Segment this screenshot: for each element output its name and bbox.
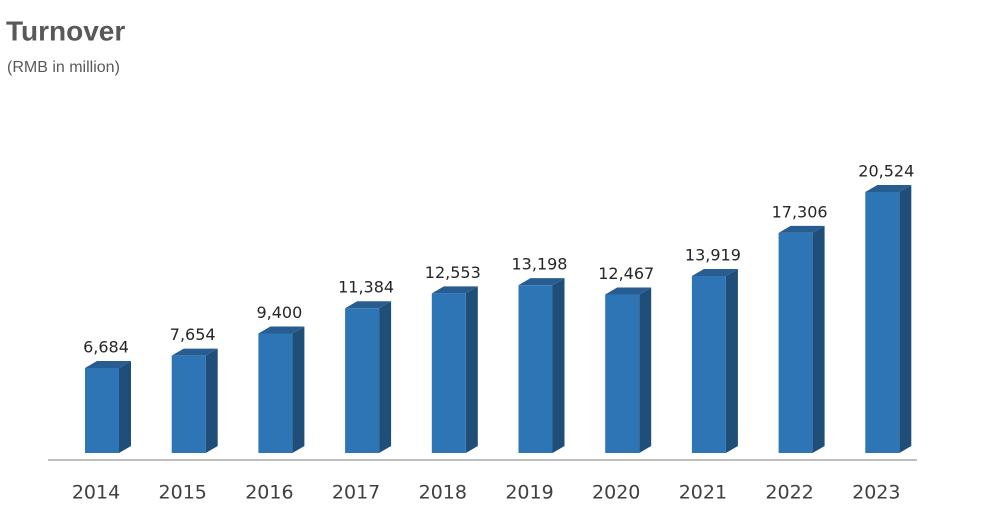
bar-top [605, 287, 652, 295]
value-label: 6,684 [83, 338, 129, 357]
x-tick-label: 2020 [592, 482, 640, 504]
bar-side [379, 301, 392, 453]
bar-top [778, 225, 825, 233]
bar [431, 293, 466, 453]
bar-side [119, 361, 131, 453]
bar-top [85, 361, 131, 369]
bar-side [639, 287, 652, 453]
value-label: 12,553 [425, 263, 481, 282]
bar-top [345, 301, 392, 309]
bar-side [812, 225, 825, 453]
bar [85, 368, 119, 453]
bar-top [431, 286, 478, 294]
bar [345, 308, 380, 453]
bar-side [899, 185, 912, 453]
x-tick-label: 2015 [159, 482, 207, 504]
value-label: 7,654 [170, 325, 216, 344]
value-label: 20,524 [858, 162, 914, 181]
bar [171, 355, 206, 453]
value-label: 17,306 [772, 202, 828, 221]
bar-top [258, 326, 305, 334]
value-label: 12,467 [598, 264, 654, 283]
value-label: 11,384 [338, 278, 394, 297]
bar-side [292, 326, 305, 453]
chart-subtitle: (RMB in million) [7, 59, 120, 76]
bar-side [205, 348, 218, 453]
value-label: 13,919 [685, 245, 741, 264]
bar-top [865, 185, 912, 192]
x-tick-label: 2016 [245, 482, 293, 504]
bar-side [725, 268, 738, 453]
bar-side [552, 278, 565, 453]
bar-top [691, 268, 738, 276]
bar-top [518, 278, 565, 286]
bar [865, 192, 900, 453]
x-tick-label: 2021 [679, 482, 727, 504]
x-tick-label: 2017 [332, 482, 380, 504]
x-tick-label: 2018 [419, 482, 467, 504]
value-label: 13,198 [512, 255, 568, 274]
bar-side [465, 286, 478, 453]
chart-title: Turnover [6, 15, 125, 46]
bar [778, 232, 813, 453]
bar [518, 285, 553, 453]
x-tick-label: 2019 [505, 482, 553, 504]
x-tick-label: 2023 [852, 482, 900, 504]
x-tick-label: 2014 [72, 482, 120, 504]
bar [691, 275, 726, 453]
value-label: 9,400 [256, 303, 302, 322]
x-tick-label: 2022 [765, 482, 813, 504]
bar [605, 294, 640, 453]
bar [258, 333, 293, 453]
bar-top [171, 348, 218, 356]
